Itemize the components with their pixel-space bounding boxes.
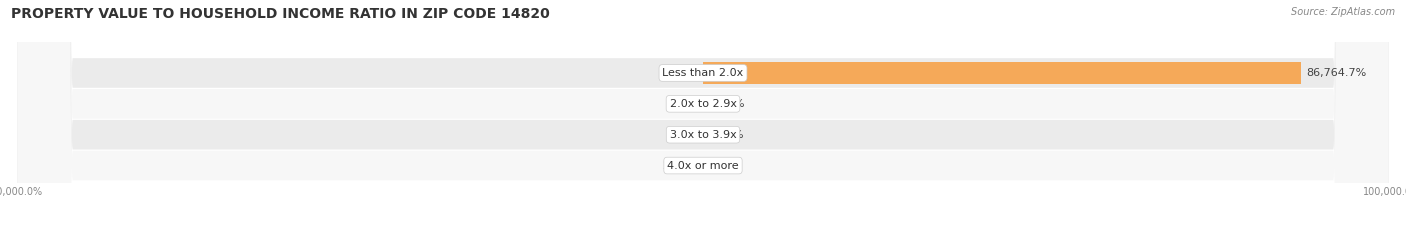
Text: 23.7%: 23.7% (662, 161, 697, 171)
Text: 2.0x to 2.9x: 2.0x to 2.9x (669, 99, 737, 109)
FancyBboxPatch shape (17, 0, 1389, 234)
Text: Less than 2.0x: Less than 2.0x (662, 68, 744, 78)
FancyBboxPatch shape (17, 0, 1389, 234)
Text: 4.0x or more: 4.0x or more (668, 161, 738, 171)
Text: 4.3%: 4.3% (669, 99, 697, 109)
Text: 18.8%: 18.8% (709, 130, 744, 140)
Text: Source: ZipAtlas.com: Source: ZipAtlas.com (1291, 7, 1395, 17)
FancyBboxPatch shape (17, 0, 1389, 234)
Text: 8.2%: 8.2% (709, 161, 737, 171)
Text: 9.7%: 9.7% (669, 130, 697, 140)
Text: 86,764.7%: 86,764.7% (1306, 68, 1367, 78)
Text: PROPERTY VALUE TO HOUSEHOLD INCOME RATIO IN ZIP CODE 14820: PROPERTY VALUE TO HOUSEHOLD INCOME RATIO… (11, 7, 550, 21)
Text: 3.0x to 3.9x: 3.0x to 3.9x (669, 130, 737, 140)
Legend: Without Mortgage, With Mortgage: Without Mortgage, With Mortgage (586, 231, 820, 234)
Text: 68.2%: 68.2% (709, 99, 745, 109)
Bar (703, 62, 1301, 84)
FancyBboxPatch shape (17, 0, 1389, 234)
Text: 62.4%: 62.4% (662, 68, 697, 78)
